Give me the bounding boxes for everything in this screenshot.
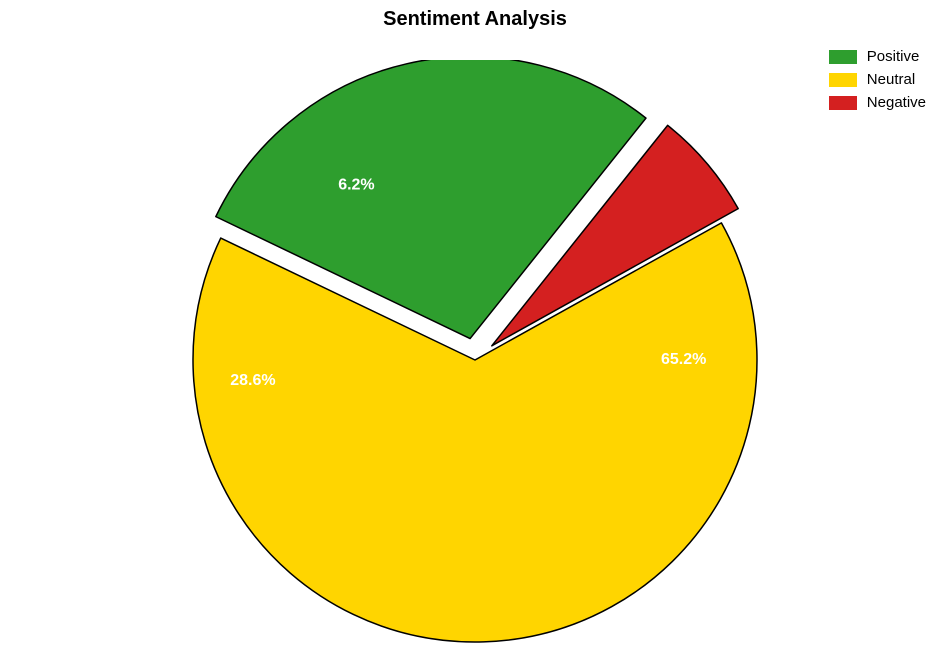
legend-label: Positive (867, 48, 920, 65)
legend-item-neutral: Neutral (829, 71, 926, 88)
legend-item-negative: Negative (829, 94, 926, 111)
slice-label-neutral: 65.2% (661, 351, 706, 368)
slice-label-positive: 28.6% (230, 372, 275, 389)
legend-label: Neutral (867, 71, 915, 88)
chart-title: Sentiment Analysis (0, 8, 950, 31)
legend-swatch-neutral (829, 73, 857, 87)
legend-swatch-positive (829, 50, 857, 64)
legend-swatch-negative (829, 96, 857, 110)
legend: Positive Neutral Negative (829, 48, 926, 117)
slice-label-negative: 6.2% (338, 176, 374, 193)
legend-item-positive: Positive (829, 48, 926, 65)
pie-chart: 65.2% 28.6% 6.2% (175, 60, 775, 660)
legend-label: Negative (867, 94, 926, 111)
